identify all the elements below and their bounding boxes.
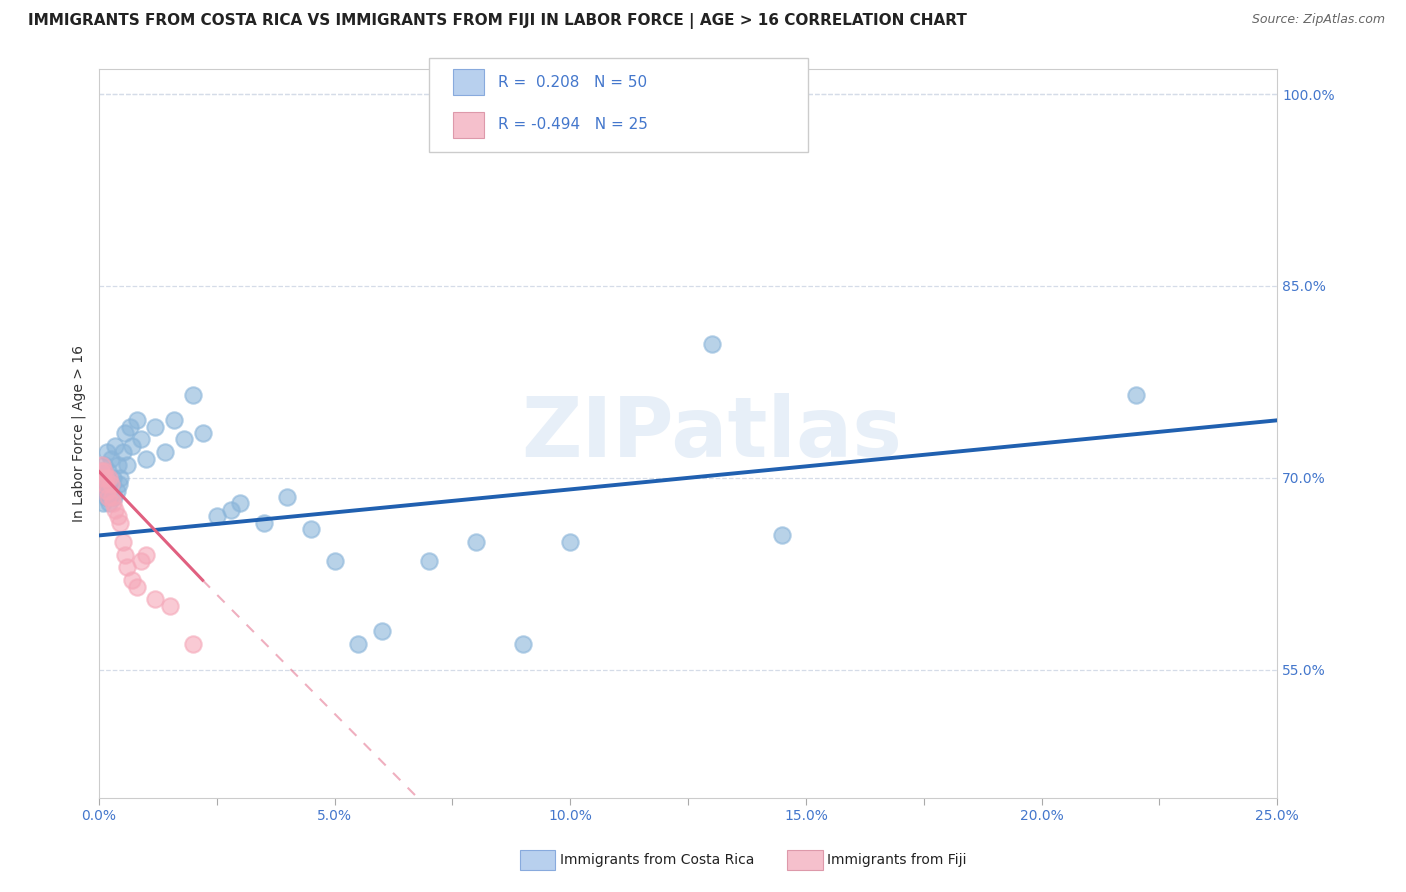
Point xyxy=(91,496,114,510)
Point xyxy=(465,534,488,549)
Point xyxy=(118,419,141,434)
Point xyxy=(115,458,138,472)
Point xyxy=(125,413,148,427)
Point xyxy=(173,433,195,447)
Point xyxy=(93,465,115,479)
Point xyxy=(159,599,181,613)
Point xyxy=(135,548,157,562)
Point xyxy=(700,336,723,351)
Point xyxy=(100,477,122,491)
Point xyxy=(97,465,120,479)
Point xyxy=(418,554,440,568)
Point xyxy=(94,471,117,485)
Point xyxy=(121,439,143,453)
Text: IMMIGRANTS FROM COSTA RICA VS IMMIGRANTS FROM FIJI IN LABOR FORCE | AGE > 16 COR: IMMIGRANTS FROM COSTA RICA VS IMMIGRANTS… xyxy=(28,13,967,29)
Point xyxy=(323,554,346,568)
Point xyxy=(91,458,114,472)
Point xyxy=(114,426,136,441)
Point xyxy=(91,465,114,479)
Point xyxy=(253,516,276,530)
Text: R = -0.494   N = 25: R = -0.494 N = 25 xyxy=(498,118,648,132)
Point xyxy=(111,445,134,459)
Point xyxy=(105,483,128,498)
Point xyxy=(145,592,167,607)
Y-axis label: In Labor Force | Age > 16: In Labor Force | Age > 16 xyxy=(72,344,86,522)
Point xyxy=(219,503,242,517)
Point xyxy=(135,451,157,466)
Point xyxy=(191,426,214,441)
Point xyxy=(98,471,121,485)
Point xyxy=(93,458,115,472)
Point xyxy=(276,490,298,504)
Point xyxy=(108,516,131,530)
Point xyxy=(163,413,186,427)
Point xyxy=(205,509,228,524)
Point xyxy=(770,528,793,542)
Point xyxy=(97,490,120,504)
Point xyxy=(90,483,112,498)
Point xyxy=(125,580,148,594)
Point xyxy=(93,477,115,491)
Point xyxy=(371,624,394,639)
Point xyxy=(104,503,127,517)
Point xyxy=(101,496,124,510)
Point xyxy=(107,458,129,472)
Point xyxy=(121,573,143,587)
Text: Immigrants from Fiji: Immigrants from Fiji xyxy=(827,853,966,867)
Point xyxy=(104,439,127,453)
Point xyxy=(181,637,204,651)
Point xyxy=(560,534,582,549)
Point xyxy=(347,637,370,651)
Point xyxy=(98,496,121,510)
Point xyxy=(96,483,118,498)
Point xyxy=(100,477,122,491)
Point xyxy=(145,419,167,434)
Point xyxy=(96,483,118,498)
Point xyxy=(101,490,124,504)
Text: R =  0.208   N = 50: R = 0.208 N = 50 xyxy=(498,75,647,89)
Point xyxy=(96,445,118,459)
Text: Source: ZipAtlas.com: Source: ZipAtlas.com xyxy=(1251,13,1385,27)
Point xyxy=(111,534,134,549)
Point xyxy=(131,554,153,568)
Point xyxy=(115,560,138,574)
Point xyxy=(101,471,124,485)
Text: ZIPatlas: ZIPatlas xyxy=(522,392,903,474)
Point xyxy=(153,445,176,459)
Point xyxy=(108,471,131,485)
Point xyxy=(1125,388,1147,402)
Point xyxy=(299,522,322,536)
Point xyxy=(229,496,252,510)
Point xyxy=(512,637,534,651)
Point xyxy=(94,490,117,504)
Point xyxy=(181,388,204,402)
Point xyxy=(100,451,122,466)
Point xyxy=(114,548,136,562)
Point xyxy=(107,509,129,524)
Point xyxy=(107,477,129,491)
Point xyxy=(93,477,115,491)
Point xyxy=(94,471,117,485)
Text: Immigrants from Costa Rica: Immigrants from Costa Rica xyxy=(560,853,754,867)
Point xyxy=(131,433,153,447)
Point xyxy=(90,465,112,479)
Point xyxy=(103,490,125,504)
Point xyxy=(91,471,114,485)
